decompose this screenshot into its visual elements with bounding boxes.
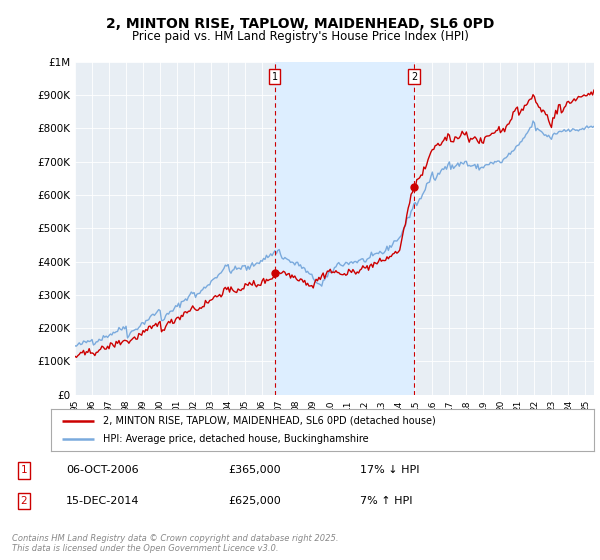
Text: HPI: Average price, detached house, Buckinghamshire: HPI: Average price, detached house, Buck…: [103, 434, 368, 444]
Text: 1: 1: [272, 72, 278, 82]
Text: £365,000: £365,000: [228, 465, 281, 475]
Text: 17% ↓ HPI: 17% ↓ HPI: [360, 465, 419, 475]
Text: 06-OCT-2006: 06-OCT-2006: [66, 465, 139, 475]
Text: 2: 2: [20, 496, 28, 506]
Text: 1: 1: [20, 465, 28, 475]
Text: 2, MINTON RISE, TAPLOW, MAIDENHEAD, SL6 0PD: 2, MINTON RISE, TAPLOW, MAIDENHEAD, SL6 …: [106, 16, 494, 30]
Text: £625,000: £625,000: [228, 496, 281, 506]
Text: Contains HM Land Registry data © Crown copyright and database right 2025.
This d: Contains HM Land Registry data © Crown c…: [12, 534, 338, 553]
Text: 2: 2: [411, 72, 417, 82]
Bar: [275, 62, 414, 395]
Text: 2, MINTON RISE, TAPLOW, MAIDENHEAD, SL6 0PD (detached house): 2, MINTON RISE, TAPLOW, MAIDENHEAD, SL6 …: [103, 416, 436, 426]
Text: 15-DEC-2014: 15-DEC-2014: [66, 496, 139, 506]
Text: Price paid vs. HM Land Registry's House Price Index (HPI): Price paid vs. HM Land Registry's House …: [131, 30, 469, 44]
Text: 7% ↑ HPI: 7% ↑ HPI: [360, 496, 413, 506]
